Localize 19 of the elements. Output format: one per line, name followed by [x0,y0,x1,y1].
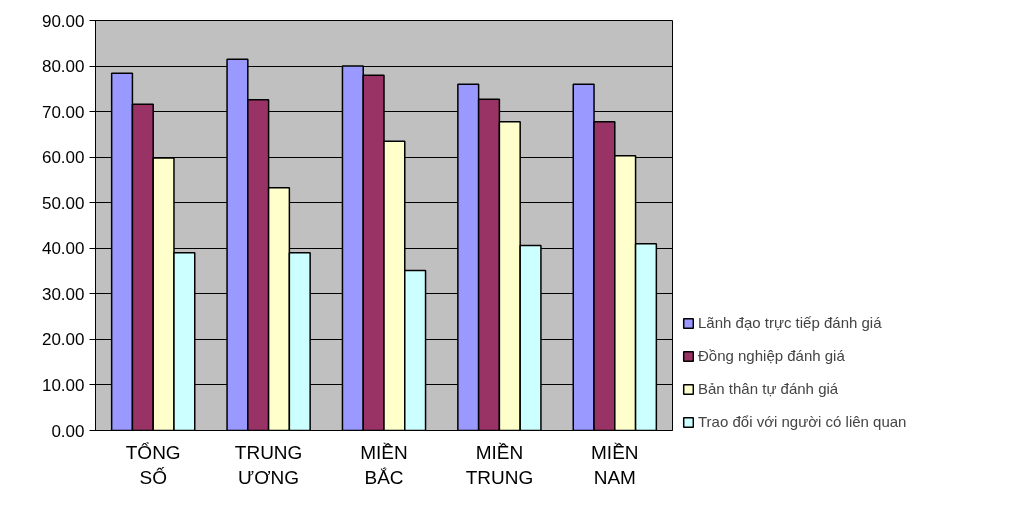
x-tick-label: TRUNG ƯƠNG [234,441,303,488]
y-tick-label: 0.00 [51,421,85,441]
legend-label: Đồng nghiệp đánh giá [698,347,845,364]
y-tick-label: 80.00 [41,57,85,77]
y-tick-label: 50.00 [41,193,85,213]
y-tick-label: 20.00 [41,330,85,350]
x-tick-label: MIỀN TRUNG [465,441,534,488]
legend-label: Trao đổi với người có liên quan [698,413,907,430]
y-tick-label: 30.00 [41,284,85,304]
y-tick-label: 90.00 [41,11,85,31]
legend-label: Lãnh đạo trực tiếp đánh giá [698,314,882,331]
y-tick-label: 10.00 [41,375,85,395]
y-tick-label: 70.00 [41,102,85,122]
x-tick-label: MIỀN BẮC [360,441,408,488]
y-tick-label: 60.00 [41,148,85,168]
legend-label: Bản thân tự đánh giá [698,380,839,397]
x-tick-label: TỔNG SỐ [125,441,181,488]
y-tick-label: 40.00 [41,239,85,259]
x-tick-label: MIỀN NAM [591,441,639,488]
